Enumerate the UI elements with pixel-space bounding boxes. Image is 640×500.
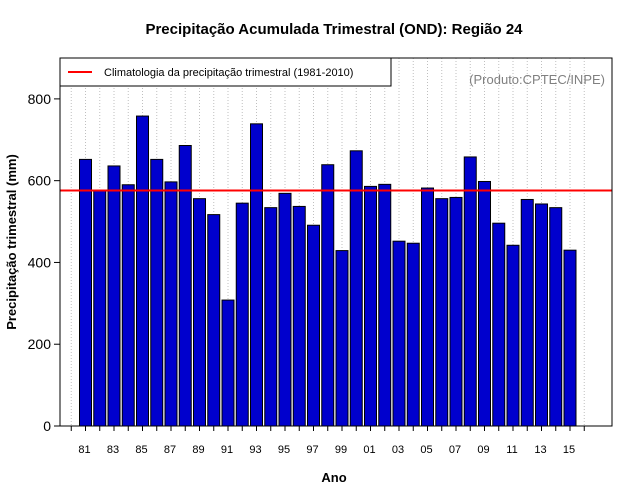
bar-95	[278, 192, 292, 427]
bar-83	[107, 165, 121, 427]
bar-07	[449, 196, 463, 427]
x-tick-label: 11	[506, 444, 517, 456]
x-axis: 81 83 85 87 89 91 93 95 97 99 01 03 05 07 09 11 13 15	[70, 426, 585, 456]
bar-86	[150, 158, 164, 427]
bar-84	[121, 184, 135, 427]
bar-11	[506, 244, 520, 427]
y-axis: 0 200 400 600 800	[28, 91, 60, 434]
bar-00	[349, 150, 363, 427]
bar-97	[307, 224, 320, 427]
bar-03	[392, 240, 406, 427]
bar-94	[264, 207, 278, 427]
x-tick-label: 87	[164, 444, 176, 456]
bar-88	[178, 145, 192, 427]
bar-91	[221, 299, 235, 427]
x-tick-label: 15	[563, 444, 575, 456]
bar-06	[435, 198, 449, 427]
bar-82	[93, 189, 107, 427]
credit-text: (Produto:CPTEC/INPE)	[469, 72, 605, 87]
x-tick-label: 95	[278, 444, 290, 456]
bar-81	[79, 158, 92, 427]
bar-96	[292, 205, 306, 427]
bar-08	[463, 156, 477, 427]
bar-01	[364, 185, 377, 427]
x-tick-label: 81	[78, 444, 90, 456]
bars-group	[79, 115, 577, 427]
legend-label: Climatologia da precipitação trimestral …	[104, 67, 353, 79]
chart-title: Precipitação Acumulada Trimestral (OND):…	[145, 21, 523, 38]
bar-12	[520, 198, 534, 427]
bar-87	[164, 181, 178, 427]
x-tick-label: 83	[107, 444, 119, 456]
bar-98	[321, 164, 335, 427]
bar-14	[549, 207, 563, 427]
bar-13	[535, 203, 548, 427]
x-tick-label: 89	[192, 444, 204, 456]
x-axis-label: Ano	[321, 470, 346, 485]
bar-10	[492, 222, 506, 427]
bar-04	[406, 242, 420, 427]
bar-89	[193, 198, 206, 427]
x-tick-label: 13	[534, 444, 546, 456]
x-tick-label: 03	[392, 444, 404, 456]
bar-85	[136, 115, 149, 427]
bar-92	[235, 202, 249, 427]
y-axis-label: Precipitação trimestral (mm)	[4, 154, 19, 330]
y-tick-label: 400	[28, 254, 52, 270]
y-tick-label: 800	[28, 91, 52, 107]
x-tick-label: 99	[335, 444, 347, 456]
x-tick-label: 91	[221, 444, 233, 456]
bar-02	[378, 183, 392, 427]
legend-box	[59, 57, 392, 87]
x-tick-label: 85	[135, 444, 147, 456]
x-tick-label: 07	[449, 444, 461, 456]
x-tick-label: 97	[306, 444, 318, 456]
bar-09	[478, 180, 491, 427]
x-tick-label: 01	[363, 444, 375, 456]
x-tick-label: 93	[249, 444, 261, 456]
legend: Climatologia da precipitação trimestral …	[59, 57, 392, 87]
bar-99	[335, 250, 349, 427]
bar-93	[250, 123, 263, 427]
y-tick-label: 0	[43, 418, 51, 434]
bar-90	[207, 214, 221, 427]
y-tick-label: 200	[28, 336, 52, 352]
bar-15	[563, 249, 577, 427]
y-tick-label: 600	[28, 173, 52, 189]
x-tick-label: 09	[477, 444, 489, 456]
x-tick-label: 05	[420, 444, 432, 456]
bar-05	[421, 187, 434, 427]
